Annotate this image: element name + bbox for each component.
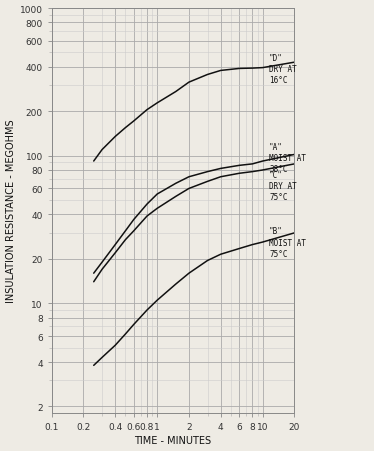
Text: "C"
DRY AT
75°C: "C" DRY AT 75°C	[269, 170, 297, 202]
X-axis label: TIME - MINUTES: TIME - MINUTES	[135, 436, 212, 446]
Text: "B"
MOIST AT
75°C: "B" MOIST AT 75°C	[269, 227, 306, 258]
Text: "A"
MOIST AT
38°C: "A" MOIST AT 38°C	[269, 143, 306, 174]
Y-axis label: INSULATION RESISTANCE - MEGOHMS: INSULATION RESISTANCE - MEGOHMS	[6, 120, 16, 303]
Text: "D"
DRY AT
16°C: "D" DRY AT 16°C	[269, 54, 297, 85]
